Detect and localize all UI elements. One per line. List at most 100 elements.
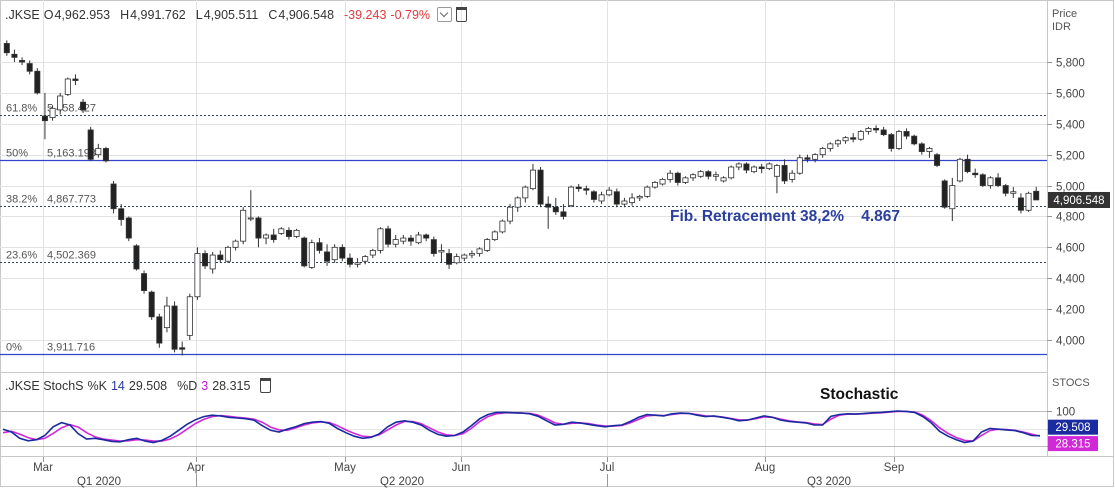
candle-down	[1033, 190, 1040, 201]
candle-up	[369, 250, 376, 256]
candle-down	[385, 228, 392, 245]
trash-icon[interactable]	[456, 7, 468, 22]
candle-up	[865, 128, 872, 132]
candle-down	[423, 234, 430, 239]
candle-up	[415, 234, 422, 244]
candle-down	[87, 129, 94, 160]
fib-level-value: 5,163.193	[47, 148, 96, 160]
candle-down	[995, 177, 1002, 186]
stoch-symbol-label: .JKSE StochS	[5, 378, 84, 393]
candle-up	[64, 78, 71, 95]
candle-up	[453, 256, 460, 264]
candle-up	[796, 157, 803, 174]
candle-up	[568, 186, 575, 207]
open-value: 4,962.953	[54, 7, 111, 22]
stoch-d-value: 28.315	[212, 378, 251, 393]
price-axis: Price IDR 5,800 5,600 5,400 5,200 5,000 4,800…	[1047, 8, 1085, 348]
candle-down	[41, 115, 48, 122]
stoch-d-badge-label: 28.315	[1055, 439, 1090, 451]
candle-down	[430, 239, 437, 254]
month-label: Apr	[187, 462, 205, 474]
stoch-k-label: %K	[87, 378, 107, 393]
month-label: Jun	[452, 462, 471, 474]
candle-down	[339, 246, 346, 259]
candle-down	[301, 237, 308, 267]
candle-down	[873, 128, 880, 131]
candle-up	[49, 107, 56, 119]
candle-down	[903, 131, 910, 137]
stoch-k-badge-label: 29.508	[1055, 422, 1090, 434]
candle-up	[499, 220, 506, 233]
last-price-label: 4,906.548	[1053, 195, 1104, 207]
month-label: Aug	[755, 462, 775, 474]
candle-up	[926, 148, 933, 152]
candle-down	[583, 188, 590, 191]
candle-up	[834, 140, 841, 145]
trash-icon[interactable]	[260, 378, 272, 393]
quarter-label: Q3 2020	[807, 476, 851, 488]
candle-down	[133, 245, 140, 270]
candle-up	[163, 305, 170, 329]
high-value: 4,991.762	[130, 7, 186, 22]
candle-up	[682, 177, 689, 183]
candle-down	[156, 316, 163, 344]
candle-down	[590, 191, 597, 200]
candle-down	[80, 101, 87, 111]
stoch-d-badge	[1048, 436, 1098, 452]
candlestick-series	[3, 40, 1040, 356]
candle-up	[956, 158, 963, 182]
change-percent: -0.79%	[390, 7, 431, 22]
candle-down	[179, 347, 186, 350]
candle-up	[522, 186, 529, 199]
candle-down	[758, 166, 765, 169]
last-price-badge	[1048, 191, 1110, 208]
price-tick-label: 4,600	[1056, 243, 1085, 255]
price-tick-label: 4,400	[1056, 274, 1085, 286]
candle-down	[316, 242, 323, 251]
fib-level-value: 4,502.369	[47, 250, 96, 262]
month-label: Sep	[884, 462, 904, 474]
candle-up	[224, 246, 231, 262]
candle-up	[194, 253, 201, 298]
candle-up	[1025, 192, 1032, 211]
candle-down	[934, 154, 941, 166]
candle-up	[293, 229, 300, 237]
candle-up	[621, 200, 628, 205]
candle-up	[651, 182, 658, 188]
candle-down	[972, 172, 979, 176]
candle-up	[331, 246, 338, 261]
candle-up	[507, 206, 514, 222]
candle-down	[19, 60, 26, 63]
price-tick-label: 4,000	[1056, 336, 1085, 348]
candle-down	[171, 305, 178, 350]
time-axis: Mar Apr May Jun Jul Aug Sep Q1 2020 Q2 2020 Q3 20…	[33, 457, 904, 488]
candle-up	[712, 174, 719, 177]
candle-up	[491, 231, 498, 241]
stoch-d-line	[2, 410, 1041, 442]
candle-up	[789, 172, 796, 180]
candle-up	[461, 254, 468, 259]
candle-up	[812, 154, 819, 160]
last-price-marker: 4,906.548	[1048, 191, 1110, 208]
candle-down	[979, 174, 986, 186]
high-label: H	[120, 7, 130, 22]
candle-up	[659, 178, 666, 185]
candle-up	[842, 137, 849, 142]
stoch-legend: .JKSE StochS %K 14 29.508 %D 3 28.315	[5, 378, 275, 393]
candle-up	[644, 186, 651, 197]
fib-level-percent: 50%	[6, 148, 28, 160]
candle-up	[1010, 191, 1017, 194]
stoch-axis-title: STOCS	[1052, 377, 1090, 389]
candle-up	[247, 217, 254, 220]
collapse-dropdown-button[interactable]	[437, 7, 453, 22]
fib-level-percent: 38.2%	[6, 194, 37, 206]
fib-level-value: 4,867.773	[47, 194, 96, 206]
fib-level-percent: 61.8%	[6, 103, 37, 115]
candle-down	[125, 217, 132, 239]
candle-up	[751, 166, 758, 173]
low-label: L	[195, 7, 203, 22]
month-label: Mar	[33, 462, 53, 474]
